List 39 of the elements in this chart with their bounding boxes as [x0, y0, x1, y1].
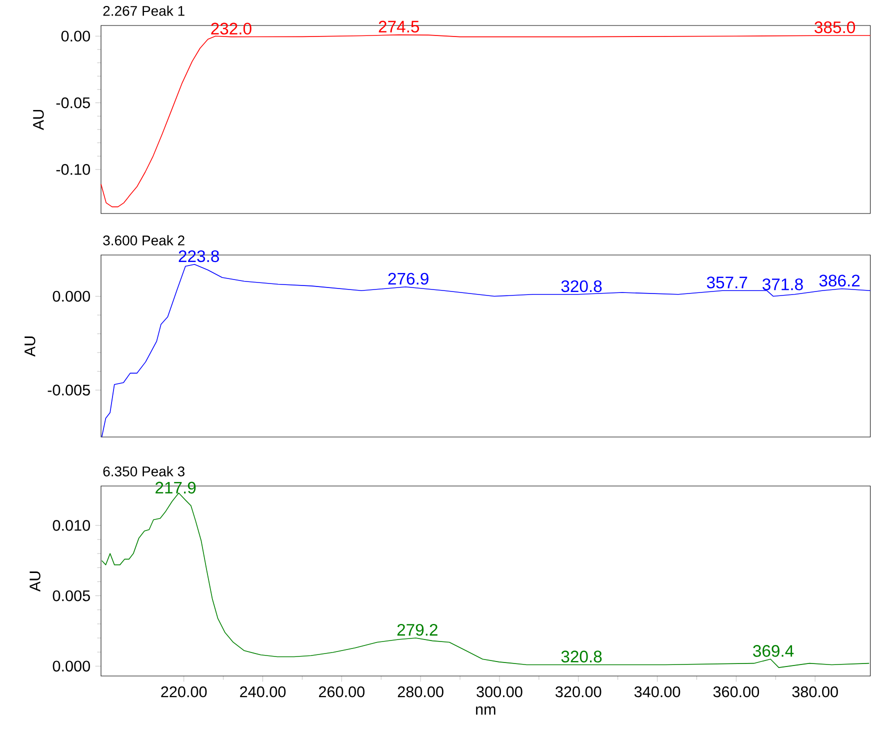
x-tick-label: 220.00: [161, 686, 207, 698]
y-tick-label: 0.005: [52, 590, 90, 602]
y-tick-label: 0.000: [52, 290, 90, 302]
line-series: [100, 34, 871, 208]
x-tick-label: 280.00: [398, 686, 444, 698]
y-tick-label: -0.05: [56, 97, 90, 108]
annotation: 279.2: [397, 624, 438, 636]
x-axis-title: nm: [476, 706, 496, 715]
y-axis-title: AU: [24, 336, 36, 357]
annotation: 232.0: [211, 22, 252, 35]
annotation: 274.5: [378, 20, 420, 33]
annotation: 223.8: [178, 250, 219, 262]
chart-title: 2.267 Peak 1: [103, 6, 184, 16]
annotation: 386.2: [819, 274, 860, 287]
annotation: 369.4: [753, 645, 794, 657]
x-tick-label: 340.00: [634, 686, 680, 698]
annotation: 371.8: [762, 278, 803, 290]
line-series: [101, 264, 871, 438]
y-axis-title: AU: [33, 110, 44, 130]
x-tick-label: 320.00: [556, 686, 602, 698]
y-tick-label: -0.10: [56, 164, 90, 175]
y-axis-title: AU: [30, 572, 40, 592]
annotation: 276.9: [388, 272, 428, 285]
chart-title: 3.600 Peak 2: [103, 235, 184, 246]
y-tick-label: -0.005: [48, 384, 90, 396]
x-tick-label: 260.00: [318, 686, 365, 698]
annotation: 385.0: [814, 21, 856, 34]
y-tick-label: 0.00: [61, 30, 90, 42]
annotation: 320.8: [561, 650, 602, 662]
y-tick-label: 0.010: [52, 520, 90, 531]
chart-title: 6.350 Peak 3: [103, 466, 184, 476]
annotation: 217.9: [156, 482, 196, 494]
annotation: 320.8: [561, 280, 602, 292]
x-tick-label: 300.00: [476, 686, 522, 698]
x-tick-label: 360.00: [713, 686, 760, 698]
x-tick-label: 380.00: [792, 686, 838, 698]
x-tick-label: 240.00: [240, 686, 286, 698]
annotation: 357.7: [706, 276, 748, 288]
y-tick-label: 0.000: [52, 660, 90, 672]
